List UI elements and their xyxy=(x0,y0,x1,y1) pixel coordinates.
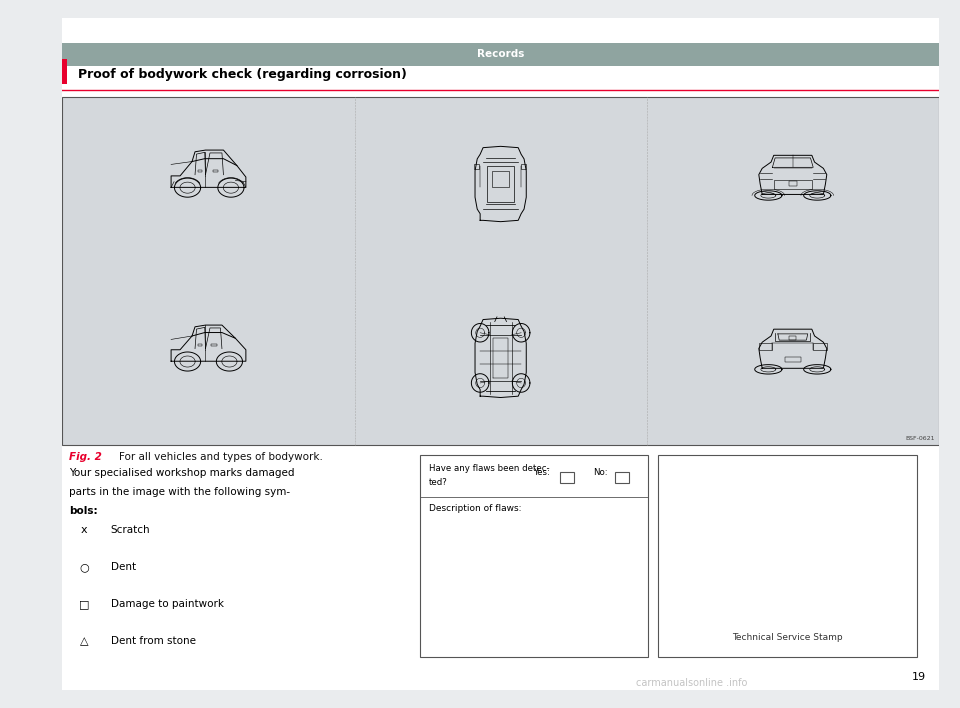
Text: No:: No: xyxy=(593,467,609,476)
Text: Dent: Dent xyxy=(110,562,135,573)
Text: Scratch: Scratch xyxy=(110,525,150,535)
Text: Your specialised workshop marks damaged: Your specialised workshop marks damaged xyxy=(69,469,295,479)
Bar xyxy=(784,357,801,362)
Text: carmanualsonline .info: carmanualsonline .info xyxy=(636,678,747,688)
Bar xyxy=(813,343,827,350)
Bar xyxy=(62,59,67,84)
Text: Yes:: Yes: xyxy=(534,467,551,476)
Bar xyxy=(488,166,514,202)
Text: △: △ xyxy=(80,636,88,646)
Bar xyxy=(659,455,917,657)
Bar xyxy=(198,171,203,172)
Text: parts in the image with the following sym-: parts in the image with the following sy… xyxy=(69,487,291,497)
Bar xyxy=(62,97,939,445)
Text: 19: 19 xyxy=(912,672,925,683)
Text: ted?: ted? xyxy=(429,479,447,487)
Text: Records: Records xyxy=(477,50,524,59)
Text: For all vehicles and types of bodywork.: For all vehicles and types of bodywork. xyxy=(119,452,324,462)
Text: Have any flaws been detec-: Have any flaws been detec- xyxy=(429,464,549,472)
Bar xyxy=(774,180,812,189)
Text: x: x xyxy=(81,525,87,535)
Bar xyxy=(198,344,203,346)
Text: □: □ xyxy=(79,600,89,610)
Bar xyxy=(211,344,217,346)
Text: bols:: bols: xyxy=(69,506,98,516)
Text: Technical Service Stamp: Technical Service Stamp xyxy=(732,633,843,642)
Bar xyxy=(62,42,939,66)
Bar xyxy=(758,343,773,350)
Text: Fig. 2: Fig. 2 xyxy=(69,452,103,462)
Bar xyxy=(789,336,796,340)
Bar xyxy=(420,455,648,657)
Bar xyxy=(561,472,574,483)
Bar xyxy=(789,181,797,186)
Text: Dent from stone: Dent from stone xyxy=(110,636,196,646)
Bar xyxy=(474,164,479,169)
Text: Proof of bodywork check (regarding corrosion): Proof of bodywork check (regarding corro… xyxy=(78,69,407,81)
Bar xyxy=(492,171,510,188)
Text: Damage to paintwork: Damage to paintwork xyxy=(110,600,224,610)
Bar xyxy=(615,472,630,483)
Text: ○: ○ xyxy=(80,562,89,573)
Bar xyxy=(521,164,526,169)
Bar xyxy=(213,171,218,172)
Text: BSF-0621: BSF-0621 xyxy=(905,436,934,442)
Text: Description of flaws:: Description of flaws: xyxy=(429,504,521,513)
